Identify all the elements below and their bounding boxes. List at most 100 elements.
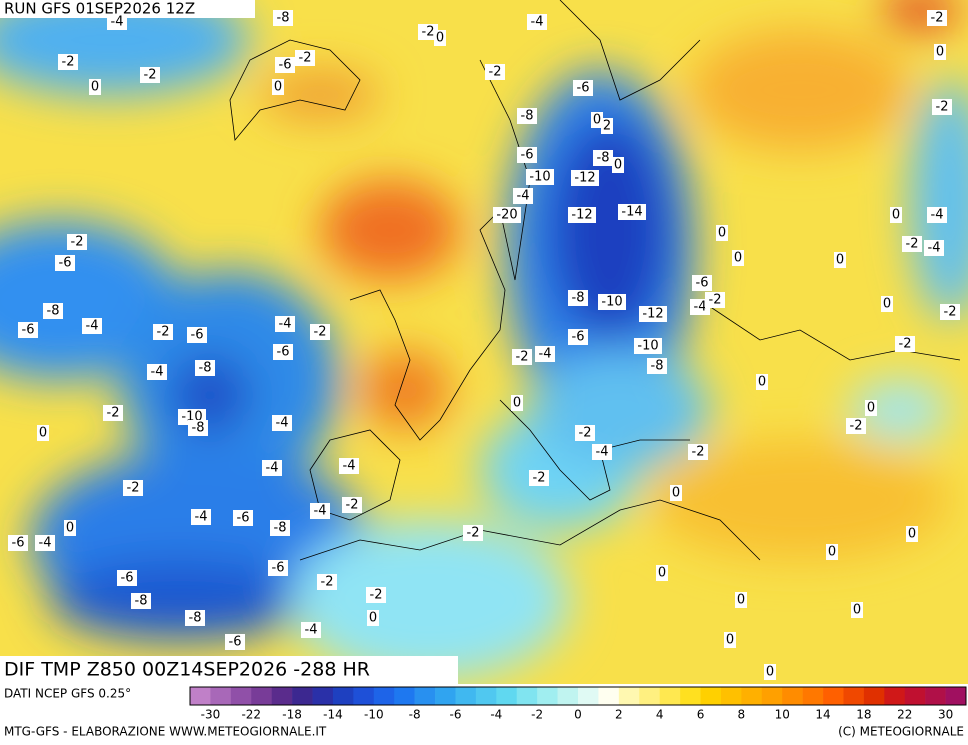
contour-label-box — [826, 544, 838, 560]
colorbar-tick-label: 8 — [738, 708, 746, 722]
contour-label: -4 — [531, 15, 544, 30]
contour-label: 0 — [672, 486, 680, 501]
colorbar-swatch — [945, 687, 967, 705]
contour-label-box — [656, 565, 668, 581]
contour-label-box — [934, 44, 946, 60]
contour-label: 0 — [892, 208, 900, 223]
colorbar-swatch — [271, 687, 293, 705]
contour-label: -8 — [597, 151, 610, 166]
contour-label-box — [756, 374, 768, 390]
colorbar-tick-label: -8 — [409, 708, 421, 722]
contour-label: 0 — [867, 401, 875, 416]
map-title: DIF TMP Z850 00Z14SEP2026 -288 HR — [4, 659, 370, 681]
contour-label: -2 — [346, 498, 359, 513]
contour-label-box — [592, 444, 612, 460]
contour-label-box — [188, 420, 208, 436]
contour-label: -2 — [127, 481, 140, 496]
contour-label-box — [275, 57, 295, 73]
contour-label: -2 — [157, 325, 170, 340]
colorbar-swatch — [353, 687, 375, 705]
contour-label: -2 — [370, 588, 383, 603]
contour-label-box — [187, 327, 207, 343]
contour-label: 0 — [513, 396, 521, 411]
contour-label-box — [273, 344, 293, 360]
contour-label-box — [568, 290, 588, 306]
contour-label: -4 — [517, 189, 530, 204]
contour-label: -4 — [39, 536, 52, 551]
colorbar-swatch — [823, 687, 844, 705]
contour-label: -2 — [931, 11, 944, 26]
contour-label: -8 — [274, 521, 287, 536]
contour-label-box — [846, 418, 866, 434]
contour-label: -2 — [422, 25, 435, 40]
contour-label-box — [732, 250, 744, 266]
contour-label: -8 — [189, 611, 202, 626]
colorbar-swatch — [782, 687, 803, 705]
colorbar-tick-label: -14 — [323, 708, 343, 722]
contour-label-box — [568, 207, 596, 223]
colorbar-tick-label: -10 — [364, 708, 384, 722]
contour-label: -6 — [12, 536, 25, 551]
contour-label: -6 — [59, 256, 72, 271]
colorbar-tick-label: 18 — [856, 708, 871, 722]
contour-label-box — [834, 252, 846, 268]
contour-label-box — [724, 632, 736, 648]
colorbar-swatch — [843, 687, 865, 705]
header-box — [0, 0, 255, 18]
contour-label-box — [103, 405, 123, 421]
contour-label-box — [906, 526, 918, 542]
colorbar-tick-label: 2 — [615, 708, 623, 722]
colorbar-swatch — [210, 687, 232, 705]
colorbar-swatch — [761, 687, 783, 705]
colorbar-swatch — [251, 687, 272, 705]
contour-label-box — [8, 535, 28, 551]
colorbar-tick-label: 4 — [656, 708, 664, 722]
contour-label-box — [117, 570, 137, 586]
source: DATI NCEP GFS 0.25° — [4, 687, 131, 701]
contour-label-box — [639, 306, 667, 322]
contour-label-box — [612, 157, 624, 173]
contour-label: -4 — [266, 461, 279, 476]
colorbar-swatch — [332, 687, 354, 705]
credit: MTG-GFS - ELABORAZIONE WWW.METEOGIORNALE… — [4, 725, 327, 739]
contour-label-box — [185, 610, 205, 626]
contour-label-box — [598, 294, 626, 310]
contour-label: -4 — [151, 365, 164, 380]
contour-label: -8 — [135, 594, 148, 609]
colorbar-tick-label: -18 — [282, 708, 302, 722]
contour-label-box — [131, 593, 151, 609]
colorbar-frame — [189, 686, 967, 706]
colorbar-swatch — [884, 687, 906, 705]
contour-labels: -4 -8-2-20-2-60-2 0-4-2-6-8 0 2-6 -8 0-10 -12-4… — [8, 10, 960, 680]
contour-label-box — [123, 480, 143, 496]
contour-label-box — [529, 470, 549, 486]
colorbar-swatch — [455, 687, 477, 705]
contour-label: -4 — [539, 347, 552, 362]
contour-label: -2 — [533, 471, 546, 486]
contour-label-box — [902, 236, 922, 252]
contour-label: -14 — [621, 205, 642, 220]
contour-label: 0 — [908, 527, 916, 542]
contour-label-box — [865, 400, 877, 416]
contour-label: -4 — [928, 241, 941, 256]
contour-label-box — [339, 458, 359, 474]
contour-label: -6 — [191, 328, 204, 343]
contour-label: -6 — [277, 345, 290, 360]
contour-label-box — [591, 112, 603, 128]
contour-label: -2 — [709, 293, 722, 308]
contour-label: 2 — [603, 119, 611, 134]
contour-label-box — [735, 592, 747, 608]
contour-label-box — [670, 485, 682, 501]
copyright: (C) METEOGIORNALE — [838, 725, 964, 739]
contour-label: 0 — [883, 297, 891, 312]
contour-label-box — [517, 147, 537, 163]
contour-label: -2 — [579, 426, 592, 441]
contour-label: 0 — [718, 226, 726, 241]
contour-label-box — [147, 364, 167, 380]
contour-label: -2 — [62, 55, 75, 70]
contour-label-box — [513, 188, 533, 204]
contour-label: 0 — [274, 80, 282, 95]
colorbar: -30 -22 -18 -14 -10 -8 -6 -4 -2 0 2 4 6 8 10 14 18 22 30 — [189, 686, 967, 722]
contour-label-box — [317, 574, 337, 590]
